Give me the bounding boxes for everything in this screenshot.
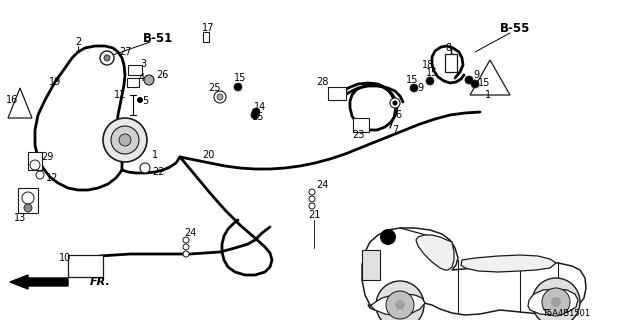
- Bar: [445, 54, 457, 72]
- Polygon shape: [528, 289, 578, 315]
- Circle shape: [551, 297, 561, 307]
- Circle shape: [426, 77, 434, 85]
- Circle shape: [386, 291, 414, 319]
- Circle shape: [465, 76, 473, 84]
- Text: 25: 25: [208, 83, 220, 93]
- Circle shape: [376, 281, 424, 320]
- Circle shape: [390, 98, 400, 108]
- Circle shape: [24, 204, 32, 212]
- Text: 15: 15: [406, 75, 418, 85]
- Circle shape: [410, 84, 418, 92]
- Text: 5: 5: [142, 96, 148, 106]
- Polygon shape: [461, 255, 556, 272]
- Circle shape: [393, 101, 397, 105]
- FancyArrow shape: [10, 275, 68, 289]
- Text: 8: 8: [445, 43, 451, 53]
- Text: FR.: FR.: [90, 277, 111, 287]
- Bar: [128, 65, 142, 75]
- Text: 1: 1: [152, 150, 158, 160]
- Text: B-55: B-55: [500, 21, 530, 35]
- Text: 24: 24: [316, 180, 328, 190]
- Circle shape: [395, 300, 405, 310]
- Bar: [203, 32, 209, 42]
- Circle shape: [22, 192, 34, 204]
- Circle shape: [111, 126, 139, 154]
- Bar: [68, 255, 103, 277]
- Circle shape: [183, 244, 189, 250]
- Text: B-51: B-51: [143, 31, 173, 44]
- Text: 19: 19: [49, 77, 61, 87]
- Bar: [362, 250, 380, 280]
- Bar: [353, 118, 369, 132]
- Text: 20: 20: [202, 150, 214, 160]
- Circle shape: [30, 160, 40, 170]
- Text: 10: 10: [59, 253, 71, 263]
- Text: 2: 2: [75, 37, 81, 47]
- Circle shape: [309, 203, 315, 209]
- Text: 13: 13: [14, 213, 26, 223]
- Circle shape: [103, 118, 147, 162]
- Text: 4: 4: [139, 73, 145, 83]
- Text: 27: 27: [119, 47, 131, 57]
- Text: 6: 6: [395, 110, 401, 120]
- Text: 21: 21: [308, 210, 320, 220]
- Circle shape: [100, 51, 114, 65]
- Text: 11: 11: [114, 90, 126, 100]
- Text: T5A4B1501: T5A4B1501: [542, 308, 590, 317]
- Circle shape: [217, 94, 223, 100]
- Text: 28: 28: [316, 77, 328, 87]
- Text: 15: 15: [252, 112, 264, 122]
- Text: 1: 1: [485, 90, 491, 100]
- Circle shape: [309, 189, 315, 195]
- Bar: [127, 78, 139, 87]
- Circle shape: [380, 229, 396, 245]
- Polygon shape: [370, 294, 425, 316]
- Text: 14: 14: [254, 102, 266, 112]
- Circle shape: [532, 278, 580, 320]
- Text: 9: 9: [473, 70, 479, 80]
- Text: 23: 23: [352, 130, 364, 140]
- Polygon shape: [362, 228, 586, 315]
- Polygon shape: [416, 235, 454, 270]
- Text: 15: 15: [426, 68, 438, 78]
- Circle shape: [183, 237, 189, 243]
- Text: 22: 22: [152, 167, 164, 177]
- Text: 15: 15: [478, 78, 490, 88]
- Text: 18: 18: [422, 60, 434, 70]
- Text: 24: 24: [184, 228, 196, 238]
- Circle shape: [137, 97, 143, 103]
- Text: 12: 12: [46, 173, 58, 183]
- Text: 17: 17: [202, 23, 214, 33]
- Circle shape: [104, 55, 110, 61]
- Text: 9: 9: [417, 83, 423, 93]
- Text: 15: 15: [234, 73, 246, 83]
- Bar: [28, 152, 42, 170]
- Circle shape: [309, 196, 315, 202]
- Text: 7: 7: [392, 125, 398, 135]
- Circle shape: [140, 163, 150, 173]
- Circle shape: [36, 171, 44, 179]
- Circle shape: [252, 108, 260, 116]
- Circle shape: [144, 75, 154, 85]
- Circle shape: [471, 80, 479, 88]
- Text: 26: 26: [156, 70, 168, 80]
- Circle shape: [119, 134, 131, 146]
- Circle shape: [542, 288, 570, 316]
- Bar: [328, 87, 346, 100]
- Circle shape: [251, 111, 259, 119]
- Circle shape: [183, 251, 189, 257]
- Circle shape: [214, 91, 226, 103]
- Circle shape: [234, 83, 242, 91]
- Text: 3: 3: [140, 59, 146, 69]
- Text: 16: 16: [6, 95, 18, 105]
- Text: 29: 29: [41, 152, 53, 162]
- Bar: [18, 188, 38, 213]
